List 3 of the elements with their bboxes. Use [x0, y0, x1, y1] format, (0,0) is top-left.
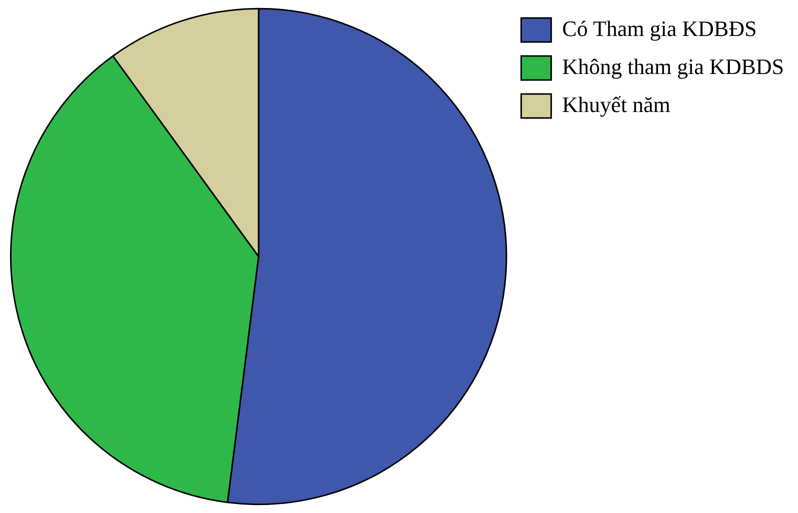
legend-label: Có Tham gia KDBĐS — [562, 16, 757, 41]
legend-label: Khuyết năm — [562, 92, 670, 117]
legend-label: Không tham gia KDBDS — [562, 54, 784, 79]
